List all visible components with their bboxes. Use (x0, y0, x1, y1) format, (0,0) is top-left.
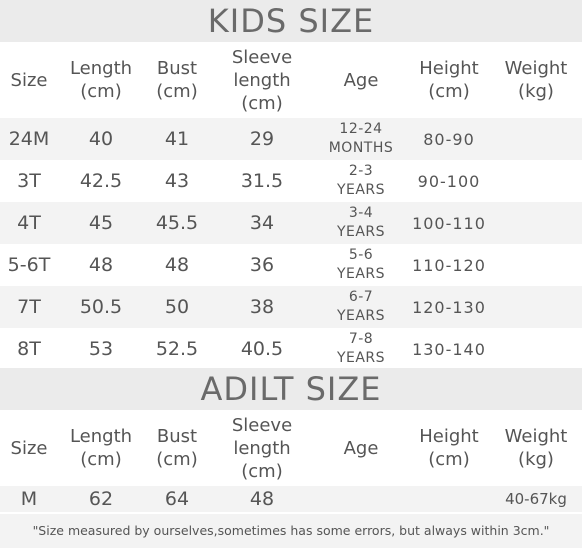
kids-header-row: Size Length (cm) Bust (cm) Sleeve length (cm… (0, 42, 582, 118)
cell-length: 40 (88, 128, 114, 150)
header-height: Height (cm) (419, 58, 479, 102)
cell-height: 120-130 (412, 297, 486, 317)
cell-bust: 64 (164, 488, 190, 510)
cell-size: 7T (17, 296, 41, 318)
cell-length: 42.5 (79, 170, 123, 192)
measurement-note: "Size measured by ourselves,sometimes ha… (0, 514, 582, 548)
cell-sleeve: 38 (249, 296, 275, 318)
cell-height: 90-100 (417, 171, 481, 191)
cell-bust: 50 (164, 296, 190, 318)
cell-size: 24M (8, 128, 50, 150)
table-row: 8T 53 52.5 40.5 7-8 YEARS 130-140 (0, 328, 582, 370)
cell-sleeve: 29 (249, 128, 275, 150)
table-row: 4T 45 45.5 34 3-4 YEARS 100-110 (0, 202, 582, 244)
cell-sleeve: 48 (249, 488, 275, 510)
adult-size-title: ADILT SIZE (0, 368, 582, 410)
cell-size: M (20, 488, 38, 510)
cell-age: 3-4 YEARS (336, 205, 386, 240)
header-bust: Bust (cm) (156, 426, 198, 470)
cell-height: 130-140 (412, 339, 486, 359)
cell-bust: 41 (164, 128, 190, 150)
header-age: Age (343, 69, 379, 91)
cell-weight (490, 328, 582, 370)
header-size: Size (10, 437, 48, 459)
cell-size: 4T (17, 212, 41, 234)
table-row: 3T 42.5 43 31.5 2-3 YEARS 90-100 (0, 160, 582, 202)
cell-weight (490, 118, 582, 160)
table-row: 5-6T 48 48 36 5-6 YEARS 110-120 (0, 244, 582, 286)
header-age: Age (343, 437, 379, 459)
adult-header-row: Size Length (cm) Bust (cm) Sleeve length (cm… (0, 410, 582, 486)
cell-weight (490, 286, 582, 328)
cell-sleeve: 36 (249, 254, 275, 276)
header-size: Size (10, 69, 48, 91)
table-row: M 62 64 48 40-67kg (0, 486, 582, 512)
table-row: 7T 50.5 50 38 6-7 YEARS 120-130 (0, 286, 582, 328)
adult-size-table: Size Length (cm) Bust (cm) Sleeve length (cm… (0, 410, 582, 512)
cell-height: 100-110 (412, 213, 486, 233)
cell-length: 53 (88, 338, 114, 360)
cell-sleeve: 34 (249, 212, 275, 234)
cell-length: 48 (88, 254, 114, 276)
header-sleeve: Sleeve length (cm) (231, 414, 293, 482)
header-weight: Weight (kg) (504, 58, 568, 102)
cell-bust: 48 (164, 254, 190, 276)
cell-age: 12-24 MONTHS (328, 121, 394, 156)
header-length: Length (cm) (69, 426, 133, 470)
cell-sleeve: 40.5 (240, 338, 284, 360)
cell-size: 5-6T (7, 254, 51, 276)
cell-age (314, 486, 408, 512)
cell-weight (490, 244, 582, 286)
header-sleeve: Sleeve length (cm) (231, 46, 293, 114)
cell-height (408, 486, 490, 512)
cell-sleeve: 31.5 (240, 170, 284, 192)
cell-bust: 43 (164, 170, 190, 192)
cell-bust: 45.5 (155, 212, 199, 234)
cell-size: 3T (17, 170, 41, 192)
kids-size-title: KIDS SIZE (0, 0, 582, 42)
table-row: 24M 40 41 29 12-24 MONTHS 80-90 (0, 118, 582, 160)
cell-length: 62 (88, 488, 114, 510)
cell-length: 45 (88, 212, 114, 234)
cell-weight: 40-67kg (505, 490, 567, 508)
header-bust: Bust (cm) (156, 58, 198, 102)
cell-weight (490, 202, 582, 244)
kids-size-table: Size Length (cm) Bust (cm) Sleeve length (cm… (0, 42, 582, 370)
cell-age: 5-6 YEARS (336, 247, 386, 282)
header-weight: Weight (kg) (504, 426, 568, 470)
cell-age: 7-8 YEARS (336, 331, 386, 366)
cell-weight (490, 160, 582, 202)
cell-bust: 52.5 (155, 338, 199, 360)
cell-size: 8T (17, 338, 41, 360)
cell-age: 6-7 YEARS (336, 289, 386, 324)
cell-height: 80-90 (423, 129, 475, 149)
cell-height: 110-120 (412, 255, 486, 275)
header-length: Length (cm) (69, 58, 133, 102)
header-height: Height (cm) (419, 426, 479, 470)
cell-age: 2-3 YEARS (336, 163, 386, 198)
cell-length: 50.5 (79, 296, 123, 318)
